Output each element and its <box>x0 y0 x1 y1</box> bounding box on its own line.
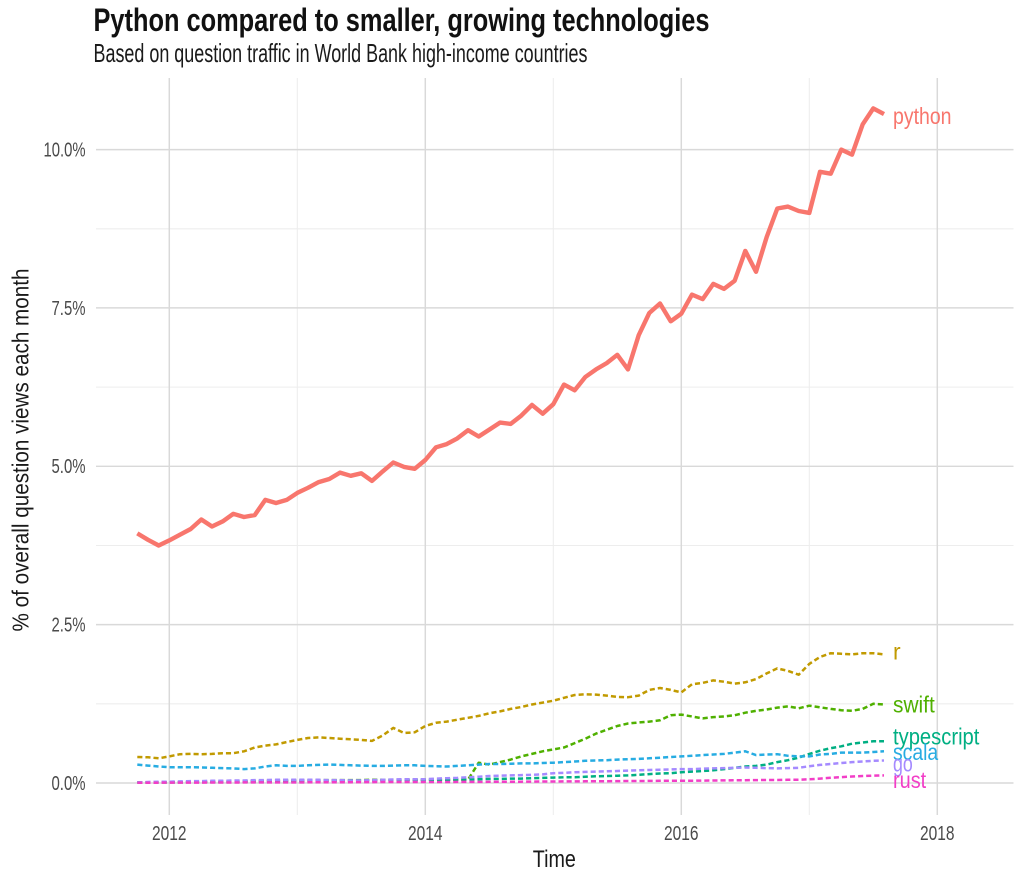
svg-text:scala: scala <box>893 739 939 765</box>
svg-text:swift: swift <box>893 692 935 718</box>
svg-text:7.5%: 7.5% <box>52 298 86 320</box>
svg-text:2018: 2018 <box>920 823 955 845</box>
svg-text:2012: 2012 <box>152 823 187 845</box>
svg-text:go: go <box>893 750 913 776</box>
svg-text:5.0%: 5.0% <box>52 456 86 478</box>
svg-text:2.5%: 2.5% <box>52 614 86 636</box>
svg-text:10.0%: 10.0% <box>44 139 86 161</box>
svg-text:Time: Time <box>533 846 576 873</box>
svg-text:rust: rust <box>893 767 927 793</box>
svg-text:2016: 2016 <box>664 823 699 845</box>
svg-text:0.0%: 0.0% <box>52 773 86 795</box>
svg-text:Python compared to smaller, gr: Python compared to smaller, growing tech… <box>94 2 710 38</box>
svg-text:Based on question traffic in W: Based on question traffic in World Bank … <box>94 38 588 68</box>
svg-text:2014: 2014 <box>408 823 443 845</box>
svg-text:typescript: typescript <box>893 724 980 750</box>
svg-text:python: python <box>893 103 952 129</box>
svg-text:% of overall question views ea: % of overall question views each month <box>8 269 34 632</box>
svg-text:r: r <box>893 638 901 664</box>
